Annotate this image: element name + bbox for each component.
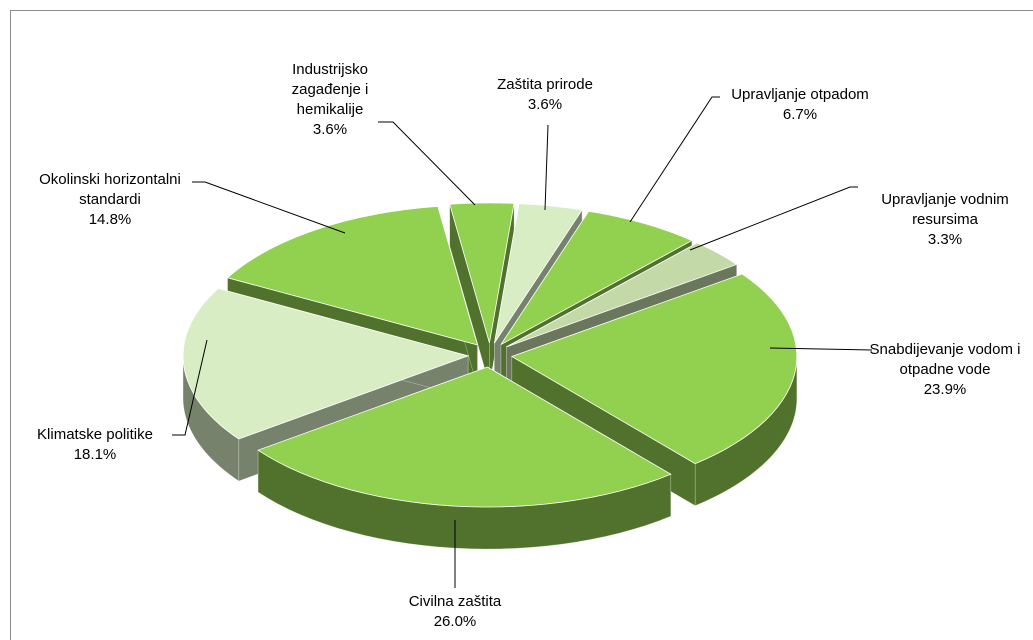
category-label: Upravljanje otpadom (731, 86, 869, 103)
data-label: Okolinski horizontalni standardi 14.8% (15, 170, 205, 230)
data-label: Zaštita prirode 3.6% (475, 75, 615, 115)
leader-line (544, 124, 549, 211)
category-label: Snabdijevanje vodom i otpadne vode (869, 341, 1021, 378)
data-label: Upravljanje vodnim resursima 3.3% (865, 190, 1025, 250)
slice (500, 210, 693, 345)
category-label: Klimatske politike (37, 426, 153, 443)
data-label: Upravljanje otpadom 6.7% (710, 85, 890, 125)
value-label: 6.7% (782, 106, 818, 123)
leader-line (378, 121, 476, 206)
leader-line (689, 186, 858, 251)
value-label: 23.9% (923, 381, 967, 398)
slice-side (258, 450, 671, 550)
value-label: 3.6% (527, 96, 563, 113)
category-label: Zaštita prirode (497, 76, 593, 93)
frame (10, 10, 1033, 640)
category-label: Upravljanje vodnim resursima (881, 191, 1009, 228)
slice-side (695, 356, 797, 506)
slice (506, 242, 738, 348)
data-label: Snabdijevanje vodom i otpadne vode 23.9% (860, 340, 1030, 400)
data-label: Civilna zaštita 26.0% (375, 592, 535, 632)
slice (257, 366, 672, 508)
value-label: 3.6% (312, 121, 348, 138)
data-label: Klimatske politike 18.1% (10, 425, 180, 465)
slice (182, 288, 470, 440)
leader-line (769, 347, 873, 351)
leader-line (192, 181, 346, 234)
value-label: 26.0% (433, 613, 477, 630)
slice-side (183, 355, 239, 481)
slice (449, 202, 515, 344)
category-label: Okolinski horizontalni standardi (39, 171, 181, 208)
category-label: Industrijsko zagađenje i hemikalije (291, 61, 369, 118)
value-label: 3.3% (927, 231, 963, 248)
data-label: Industrijsko zagađenje i hemikalije 3.6% (270, 60, 390, 140)
category-label: Civilna zaštita (408, 593, 502, 610)
slice (493, 203, 583, 344)
value-label: 14.8% (88, 211, 132, 228)
slice-wall (449, 204, 490, 385)
leader-line (629, 96, 720, 223)
value-label: 18.1% (73, 446, 117, 463)
slice (510, 273, 798, 465)
slice (226, 205, 479, 346)
leader-line (172, 339, 208, 436)
